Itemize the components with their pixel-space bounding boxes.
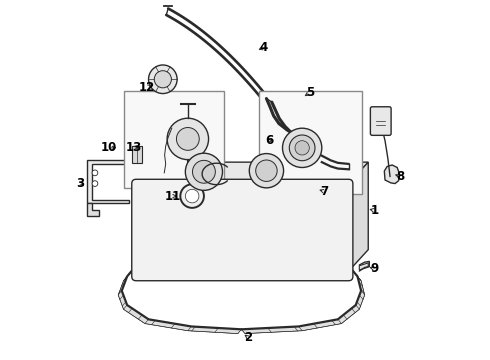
Polygon shape	[118, 276, 127, 295]
Circle shape	[376, 116, 384, 124]
Polygon shape	[123, 305, 148, 324]
Text: 10: 10	[100, 141, 117, 154]
Polygon shape	[348, 266, 361, 281]
Polygon shape	[87, 203, 98, 216]
Circle shape	[249, 154, 284, 188]
Circle shape	[185, 189, 199, 203]
Circle shape	[92, 170, 98, 176]
Polygon shape	[87, 160, 129, 203]
Text: 1: 1	[370, 204, 378, 217]
Text: 12: 12	[139, 81, 155, 94]
Text: 7: 7	[320, 185, 328, 198]
Circle shape	[92, 181, 98, 186]
Circle shape	[176, 127, 199, 150]
Text: 5: 5	[306, 86, 314, 99]
FancyBboxPatch shape	[370, 107, 391, 135]
Text: 11: 11	[165, 190, 181, 203]
Circle shape	[295, 141, 309, 155]
Circle shape	[289, 135, 315, 161]
Text: 6: 6	[265, 134, 273, 147]
Polygon shape	[136, 162, 368, 184]
Bar	[259, 91, 362, 194]
Polygon shape	[358, 276, 365, 295]
Circle shape	[283, 128, 322, 167]
Bar	[132, 146, 142, 163]
Polygon shape	[188, 327, 242, 334]
Polygon shape	[298, 319, 342, 331]
Polygon shape	[145, 319, 192, 331]
Text: 8: 8	[396, 170, 404, 183]
Polygon shape	[338, 305, 359, 324]
Polygon shape	[242, 327, 302, 334]
Polygon shape	[123, 266, 136, 281]
Polygon shape	[356, 291, 365, 309]
Polygon shape	[384, 165, 399, 184]
Polygon shape	[118, 291, 127, 309]
FancyBboxPatch shape	[132, 179, 353, 281]
Circle shape	[154, 71, 171, 88]
Text: 2: 2	[245, 332, 253, 345]
Text: 4: 4	[259, 41, 268, 54]
Circle shape	[167, 118, 209, 159]
Text: 13: 13	[125, 141, 142, 154]
Circle shape	[256, 160, 277, 181]
Circle shape	[193, 160, 215, 183]
Circle shape	[180, 184, 204, 208]
Circle shape	[185, 153, 222, 190]
Bar	[124, 91, 224, 188]
Text: 9: 9	[370, 262, 378, 275]
Polygon shape	[348, 162, 368, 271]
Circle shape	[148, 65, 177, 94]
Polygon shape	[359, 263, 368, 270]
Text: 3: 3	[76, 177, 84, 190]
